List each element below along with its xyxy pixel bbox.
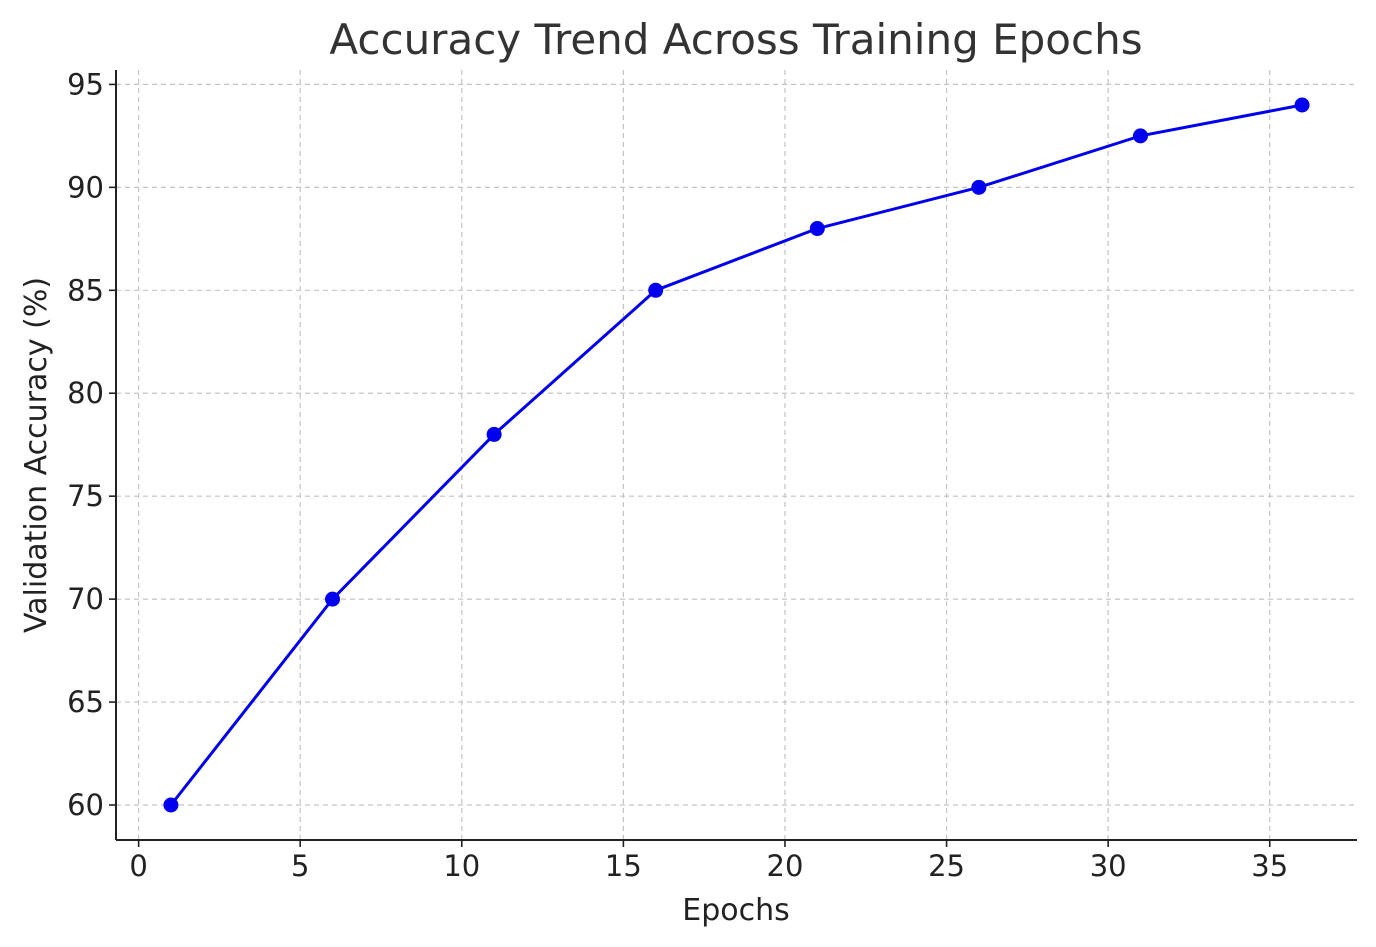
series-line	[169, 103, 1303, 806]
y-axis-label: Validation Accuracy (%)	[19, 277, 54, 633]
y-tick-label: 60	[67, 788, 104, 822]
series-group	[163, 97, 1310, 813]
axes-spines	[115, 70, 1357, 841]
y-tick-label: 85	[67, 273, 104, 307]
y-tick-label: 80	[67, 376, 104, 410]
data-point	[1294, 97, 1310, 113]
data-point	[809, 221, 825, 237]
data-point	[1132, 128, 1148, 144]
x-tick-label: 5	[291, 849, 309, 883]
data-point	[325, 591, 341, 607]
x-tick-label: 15	[605, 849, 642, 883]
y-axis-ticks: 60 65 70 75 80 85 90 95	[67, 67, 116, 822]
grid-lines	[116, 70, 1357, 840]
x-tick-label: 25	[928, 849, 965, 883]
data-point	[648, 282, 664, 298]
y-tick-label: 65	[67, 685, 104, 719]
y-tick-label: 75	[67, 479, 104, 513]
x-tick-label: 35	[1251, 849, 1288, 883]
x-axis-label: Epochs	[682, 893, 790, 928]
y-tick-label: 95	[67, 67, 104, 101]
x-tick-label: 0	[129, 849, 147, 883]
y-tick-label: 90	[67, 170, 104, 204]
data-point	[486, 426, 502, 442]
data-point	[971, 179, 987, 195]
x-tick-label: 30	[1090, 849, 1127, 883]
y-tick-label: 70	[67, 582, 104, 616]
x-tick-label: 20	[767, 849, 804, 883]
x-axis-ticks: 0 5 10 15 20 25 30 35	[129, 840, 1288, 883]
chart-title: Accuracy Trend Across Training Epochs	[329, 15, 1142, 64]
x-tick-label: 10	[443, 849, 480, 883]
data-point	[163, 797, 179, 813]
